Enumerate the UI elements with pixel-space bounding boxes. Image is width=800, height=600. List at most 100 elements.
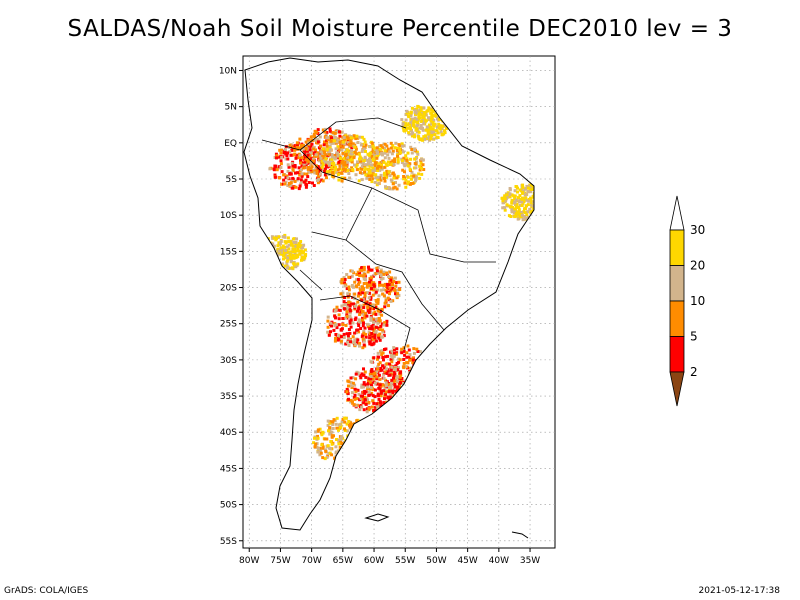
grid-cell [319, 150, 323, 154]
grid-cell [416, 121, 420, 125]
lon-tick-label: 40W [489, 556, 509, 566]
grid-cell [360, 335, 364, 339]
grid-cell [293, 148, 297, 152]
grid-cell [273, 173, 277, 177]
grid-cell [532, 200, 534, 204]
grid-cell [504, 199, 508, 203]
grid-cell [368, 392, 372, 396]
grid-cell [372, 307, 376, 311]
grid-cell [367, 162, 371, 166]
grid-cell [342, 276, 346, 280]
grid-cell [341, 145, 345, 149]
grid-cell [312, 159, 315, 163]
grid-cell [374, 330, 378, 334]
grid-cell [380, 349, 384, 353]
grid-cell [415, 117, 419, 121]
grid-cell [360, 178, 364, 182]
grid-cell [378, 168, 382, 172]
grid-cell [335, 326, 339, 330]
grid-cell [436, 117, 439, 121]
grid-cell [363, 326, 367, 330]
grid-cell [415, 347, 419, 351]
grid-cell [318, 135, 322, 139]
grid-cell [321, 128, 325, 132]
grid-cell [372, 408, 376, 412]
grid-cell [358, 344, 361, 348]
lat-tick-label: 45S [220, 464, 237, 474]
grid-cell [381, 330, 385, 334]
grid-cell [340, 420, 344, 424]
grid-cell [274, 235, 278, 239]
grid-cell [331, 423, 335, 426]
grid-cell [376, 394, 380, 398]
grid-cell [354, 404, 358, 408]
grid-cell [379, 274, 383, 278]
grid-cell [339, 436, 343, 440]
grid-cell [436, 125, 439, 129]
grid-cell [355, 134, 359, 138]
grid-cell [390, 360, 394, 364]
grid-cell [384, 390, 388, 394]
grid-cell [387, 156, 391, 160]
grid-cell [271, 242, 275, 246]
grid-cell [394, 141, 398, 145]
grid-cell [293, 250, 297, 253]
grid-cell [515, 185, 519, 189]
grid-cell [357, 318, 361, 322]
grid-cell [404, 185, 408, 189]
grid-cell [332, 155, 336, 159]
grid-cell [356, 300, 360, 304]
grid-cell [430, 111, 434, 115]
grid-cell [306, 158, 310, 162]
grid-cell [369, 295, 373, 299]
grid-cell [381, 351, 385, 355]
grid-cell [366, 378, 370, 382]
grid-cell [361, 333, 365, 337]
grid-cell [381, 364, 385, 368]
grid-cell [400, 159, 404, 162]
grid-cell [353, 393, 357, 397]
grid-cell [388, 385, 391, 389]
grid-cell [365, 322, 369, 326]
percentile-region [400, 104, 449, 142]
grid-cell [288, 143, 292, 147]
grid-cell [515, 206, 519, 209]
grid-cell [382, 372, 385, 376]
grid-cell [427, 116, 430, 120]
grid-cell [325, 437, 329, 441]
grid-cell [321, 154, 325, 158]
grid-cell [346, 138, 350, 142]
grid-cell [374, 272, 378, 275]
grid-cell [377, 335, 381, 339]
grid-cell [373, 395, 377, 399]
grid-cell [382, 272, 386, 276]
grid-cell [323, 457, 327, 461]
grid-cell [373, 164, 377, 167]
grid-cell [389, 146, 393, 150]
lat-tick-label: 5N [225, 103, 237, 113]
grid-cell [353, 331, 357, 335]
grid-cell [371, 157, 375, 161]
grid-cell [291, 186, 295, 190]
grid-cell [389, 299, 393, 303]
grid-cell [421, 138, 425, 142]
grid-cell [340, 281, 344, 285]
grid-cell [384, 392, 388, 396]
grid-cell [388, 150, 392, 154]
grid-cell [377, 294, 381, 298]
grid-cell [378, 176, 382, 180]
grid-cell [361, 316, 364, 320]
grid-cell [378, 369, 382, 373]
grid-cell [341, 158, 345, 162]
grid-cell [387, 275, 390, 278]
grid-cell [381, 153, 384, 157]
grid-cell [344, 324, 348, 327]
grid-cell [349, 136, 353, 140]
grid-cell [347, 134, 351, 138]
grid-cell [318, 449, 322, 453]
grid-cell [385, 144, 389, 148]
grid-cell [301, 246, 305, 250]
grid-cell [394, 281, 398, 285]
grid-cell [388, 283, 392, 287]
grid-cell [357, 179, 361, 183]
